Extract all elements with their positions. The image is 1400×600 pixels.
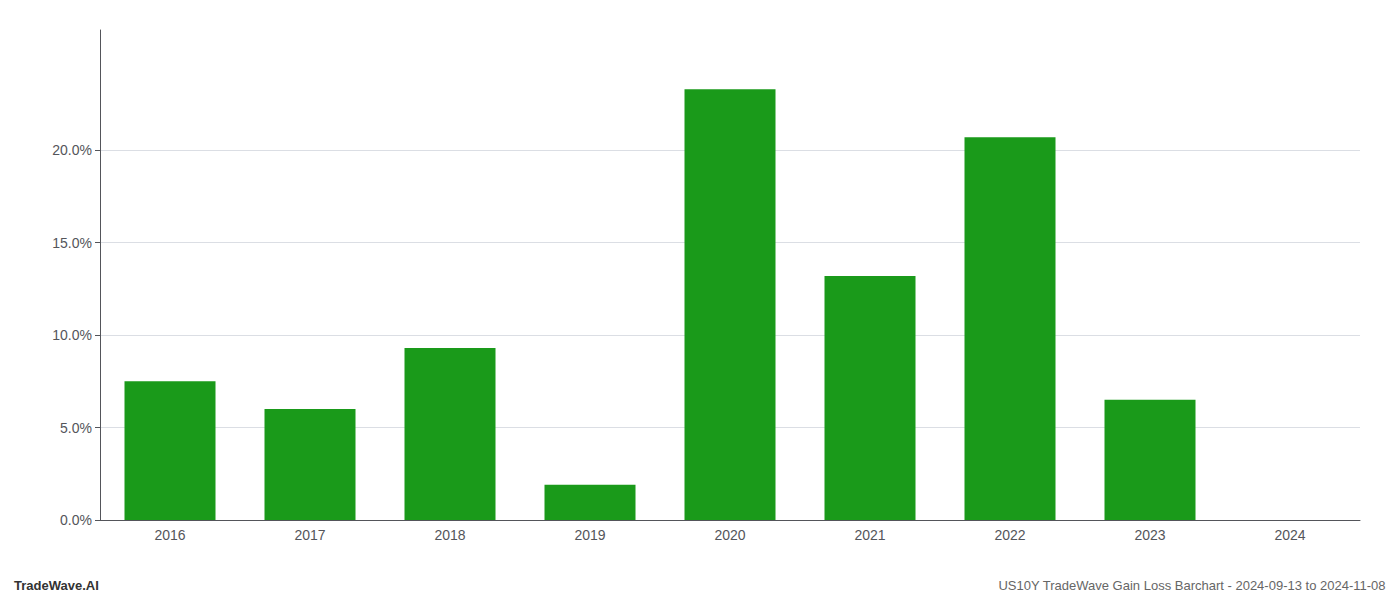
- svg-text:5.0%: 5.0%: [60, 420, 92, 436]
- svg-text:US10Y TradeWave Gain Loss Barc: US10Y TradeWave Gain Loss Barchart - 202…: [998, 578, 1385, 593]
- svg-text:2024: 2024: [1274, 527, 1305, 543]
- svg-text:15.0%: 15.0%: [52, 235, 92, 251]
- svg-text:2021: 2021: [854, 527, 885, 543]
- svg-text:2023: 2023: [1134, 527, 1165, 543]
- svg-text:TradeWave.AI: TradeWave.AI: [14, 578, 99, 593]
- svg-text:2020: 2020: [714, 527, 745, 543]
- svg-text:2019: 2019: [574, 527, 605, 543]
- svg-text:2022: 2022: [994, 527, 1025, 543]
- svg-text:2016: 2016: [154, 527, 185, 543]
- svg-text:0.0%: 0.0%: [60, 512, 92, 528]
- svg-text:2017: 2017: [294, 527, 325, 543]
- svg-text:10.0%: 10.0%: [52, 327, 92, 343]
- svg-text:2018: 2018: [434, 527, 465, 543]
- svg-text:20.0%: 20.0%: [52, 142, 92, 158]
